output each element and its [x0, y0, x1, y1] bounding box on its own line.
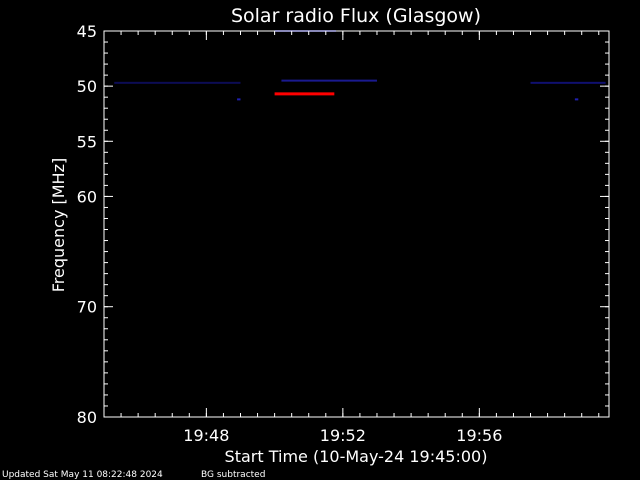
plot-background: [104, 31, 609, 417]
x-tick-label: 19:52: [320, 426, 366, 445]
footer-updated: Updated Sat May 11 08:22:48 2024: [2, 470, 163, 480]
y-axis-label: Frequency [MHz]: [49, 158, 68, 292]
axes: 45 50 55 60 70 80 19:48 19:52 19:56: [77, 22, 610, 445]
x-tick-label: 19:56: [456, 426, 502, 445]
y-tick-label: 60: [77, 187, 97, 206]
x-axis-label: Start Time (10-May-24 19:45:00): [225, 447, 488, 466]
plot-frame: [103, 30, 610, 418]
faint-band-3: [530, 81, 606, 84]
plot-area: [104, 31, 609, 417]
y-tick-label: 45: [77, 22, 97, 41]
burst-0: [274, 92, 335, 96]
chart-title: Solar radio Flux (Glasgow): [231, 5, 481, 27]
faint-band-1: [281, 79, 377, 82]
y-tick-label: 55: [77, 132, 97, 151]
footer-note: BG subtracted: [201, 470, 266, 480]
faint-spot-5: [237, 98, 241, 101]
y-tick-label: 80: [77, 408, 97, 427]
faint-spot-6: [574, 98, 579, 101]
faint-band-4: [114, 81, 241, 84]
y-tick-label: 70: [77, 298, 97, 317]
y-tick-label: 50: [77, 77, 97, 96]
x-tick-label: 19:48: [183, 426, 229, 445]
